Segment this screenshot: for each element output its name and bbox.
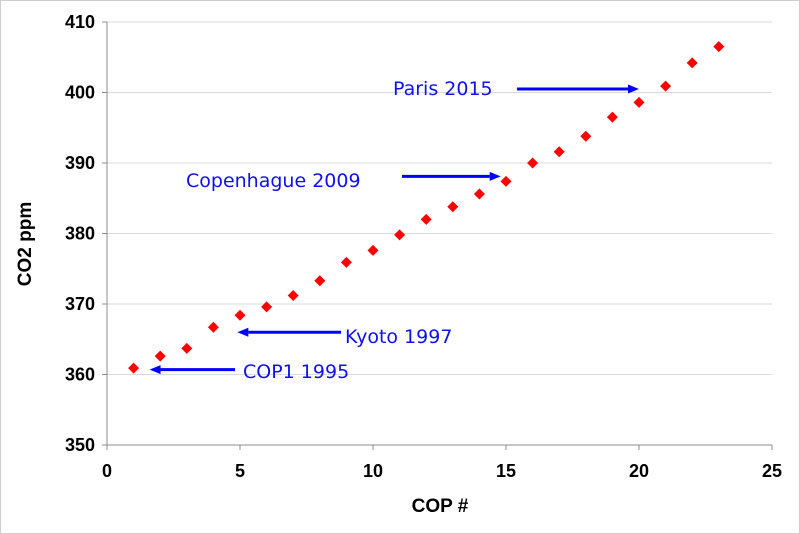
annotation-label-3: COP1 1995: [243, 361, 349, 383]
x-tick-label-25: 25: [762, 461, 782, 481]
y-axis-title: CO2 ppm: [15, 202, 36, 286]
data-point-cop-6: [261, 301, 273, 313]
data-point-cop-16: [527, 157, 539, 169]
data-point-cop-9: [340, 256, 352, 268]
annotation-arrowhead-2: [237, 327, 249, 337]
data-point-cop-4: [207, 321, 219, 333]
data-point-cop-13: [447, 201, 459, 213]
annotation-arrowhead-3: [149, 365, 161, 375]
axes: [102, 21, 773, 450]
data-point-cop-22: [686, 57, 698, 69]
data-points: [128, 41, 725, 374]
annotation-arrowhead-1: [489, 171, 501, 181]
data-point-cop-17: [553, 146, 565, 158]
data-point-cop-7: [287, 290, 299, 302]
x-tick-label-0: 0: [102, 461, 112, 481]
data-point-cop-15: [500, 175, 512, 187]
y-tick-label-350: 350: [65, 435, 95, 455]
data-point-cop-2: [154, 350, 166, 362]
data-point-cop-19: [606, 111, 618, 123]
data-point-cop-10: [367, 244, 379, 256]
data-point-cop-11: [394, 229, 406, 241]
data-point-cop-20: [633, 96, 645, 108]
gridlines: [107, 21, 772, 375]
data-point-cop-1: [128, 362, 140, 374]
data-point-cop-5: [234, 309, 246, 321]
annotations: Paris 2015 Copenhague 2009 Kyoto 1997 COP1 …: [149, 78, 639, 383]
annotation-arrowhead-0: [628, 84, 639, 94]
y-tick-label-410: 410: [65, 12, 95, 32]
x-axis-title: COP #: [412, 496, 469, 517]
data-point-cop-8: [314, 275, 326, 287]
data-point-cop-21: [660, 80, 672, 92]
x-tick-label-10: 10: [363, 461, 383, 481]
x-tick-label-5: 5: [235, 461, 245, 481]
y-tick-label-400: 400: [65, 83, 95, 103]
data-point-cop-14: [473, 188, 485, 200]
data-point-cop-12: [420, 213, 432, 225]
annotation-label-1: Copenhague 2009: [186, 170, 361, 192]
x-tick-label-20: 20: [629, 461, 649, 481]
y-tick-label-370: 370: [65, 294, 95, 314]
y-tick-label-380: 380: [65, 224, 95, 244]
x-tick-label-15: 15: [496, 461, 516, 481]
annotation-label-2: Kyoto 1997: [345, 326, 452, 348]
data-point-cop-23: [713, 41, 725, 53]
annotation-label-0: Paris 2015: [393, 78, 493, 100]
tick-labels: 350 360 370 380 390 400 410 0 5 10 15 20 25: [65, 12, 782, 481]
y-tick-label-360: 360: [65, 365, 95, 385]
data-point-cop-3: [181, 342, 193, 354]
y-tick-label-390: 390: [65, 153, 95, 173]
data-point-cop-18: [580, 130, 592, 142]
